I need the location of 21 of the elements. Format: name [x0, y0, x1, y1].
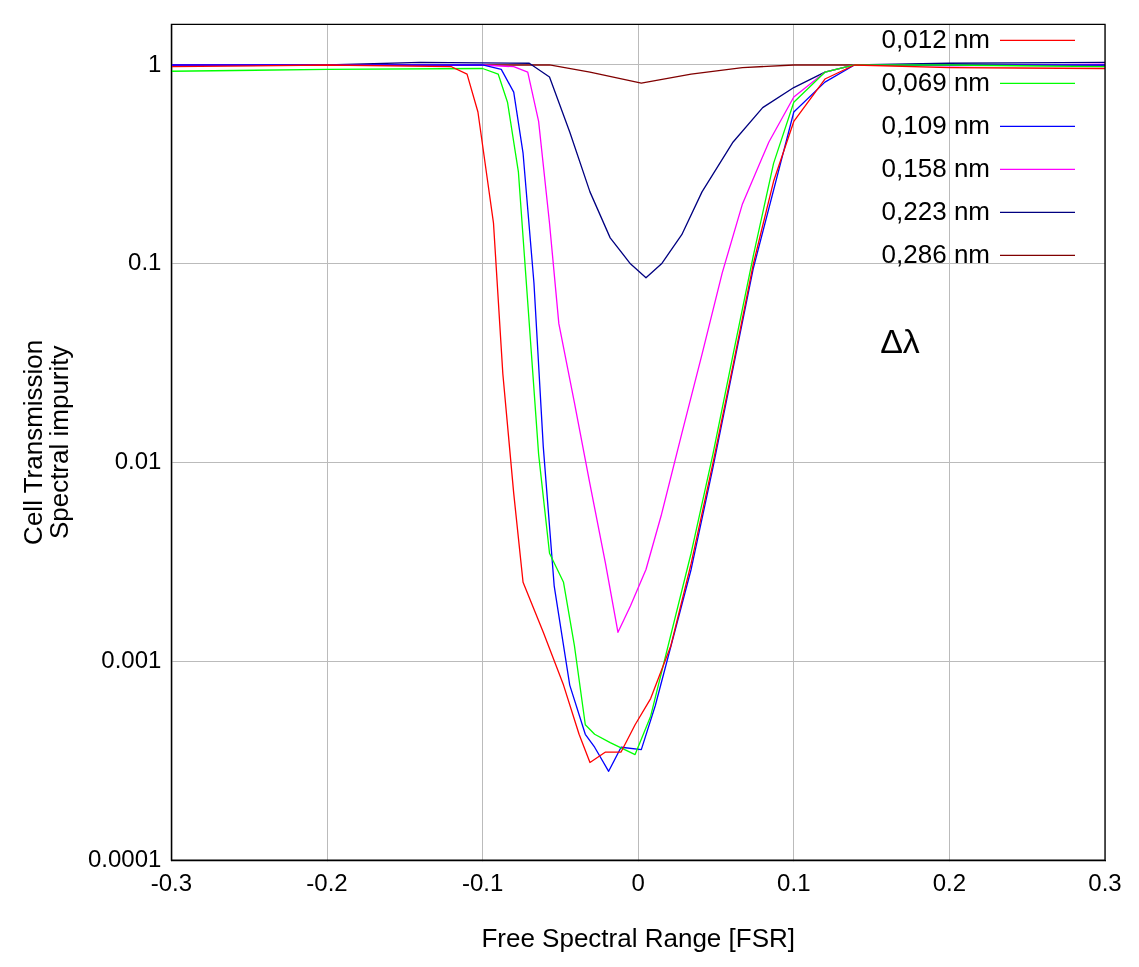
y-tick-label: 0.1 [128, 248, 162, 276]
legend-label: 0,109 nm [881, 109, 990, 140]
legend-label: 0,286 nm [881, 238, 990, 269]
legend-label: 0,158 nm [881, 152, 990, 183]
y-tick-label: 0.0001 [88, 844, 162, 872]
x-tick-label: 0 [631, 869, 645, 897]
x-tick-label: -0.3 [150, 869, 193, 897]
x-tick-label: -0.2 [306, 869, 348, 897]
y-tick-label: 0.01 [114, 447, 162, 475]
legend-label: 0,012 nm [881, 23, 990, 54]
y-axis-title: Cell Transmission Spectral impurity [18, 339, 75, 545]
legend-label: 0,069 nm [881, 66, 990, 97]
x-tick-label: 0.3 [1088, 869, 1122, 897]
annotation: Δλ [880, 321, 920, 360]
x-axis-title: Free Spectral Range [FSR] [481, 923, 795, 954]
legend-label: 0,223 nm [881, 195, 990, 226]
x-tick-label: -0.1 [461, 869, 504, 897]
x-tick-label: 0.2 [932, 869, 967, 897]
x-tick-label: 0.1 [777, 869, 811, 897]
y-tick-label: 1 [148, 49, 162, 77]
y-tick-label: 0.001 [101, 646, 162, 674]
